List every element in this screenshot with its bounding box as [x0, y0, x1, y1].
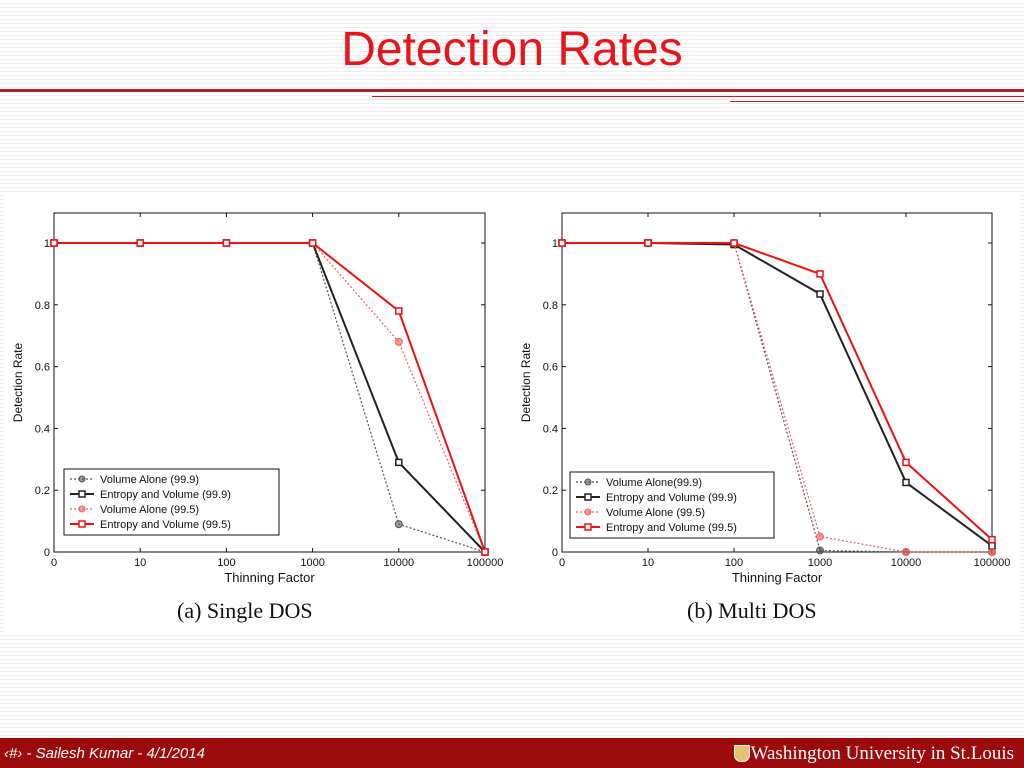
chart-b-x-tick-label: 0 [559, 557, 565, 569]
chart-b-series-point-3 [902, 458, 910, 467]
chart-b-y-tick-label: 0.4 [543, 423, 558, 435]
title-rule-thin [372, 96, 1024, 97]
chart-b-legend-marker [584, 478, 592, 486]
chart-a-legend-label: Entropy and Volume (99.5) [100, 519, 231, 531]
chart-b-legend-marker [584, 493, 592, 501]
chart-a-x-tick-label: 1000 [300, 557, 324, 569]
chart-b-series-point-1 [902, 478, 910, 487]
chart-a-y-tick-label: 0.4 [35, 423, 50, 435]
chart-a-series-point-2 [394, 337, 403, 346]
chart-b-legend-label: Volume Alone (99.5) [606, 507, 705, 519]
footer-left-text: ‹#› - Sailesh Kumar - 4/1/2014 [4, 745, 205, 762]
chart-a-y-axis-label: Detection Rate [11, 342, 25, 422]
chart-a-legend-marker [78, 490, 86, 498]
chart-a-x-tick-label: 100 [217, 557, 235, 569]
chart-b-x-tick-label: 100 [725, 557, 743, 569]
chart-a-legend-marker [78, 505, 86, 513]
chart-b-series-line-3 [562, 242, 993, 541]
footer-university-name: Washington University in St.Louis [750, 743, 1014, 764]
chart-b-series-point-3 [558, 239, 566, 247]
chart-b-series-point-1 [988, 542, 996, 550]
charts-svg: 0 10 100 1000 10000 10000000.20.40.60.81Thinn… [11, 212, 1011, 585]
chart-b-series-line-2 [562, 242, 992, 553]
chart-b-series-point-2 [988, 548, 996, 556]
chart-a-y-tick-label: 0 [44, 547, 50, 559]
chart-b-legend-label: Entropy and Volume (99.5) [606, 522, 737, 534]
chart-a-caption: (a) Single DOS [177, 598, 313, 623]
chart-a-legend-label: Volume Alone (99.5) [100, 504, 199, 516]
university-shield-icon [734, 745, 750, 762]
chart-a-legend-label: Entropy and Volume (99.9) [100, 489, 231, 501]
chart-a-series-point-3 [222, 239, 231, 247]
chart-a-series-point-3 [136, 239, 144, 247]
chart-a-series-point-0 [394, 520, 403, 529]
chart-b-x-tick-label: 10000 [891, 557, 922, 569]
chart-b-y-axis-label: Detection Rate [519, 342, 533, 422]
chart-a-series-point-3 [481, 548, 489, 556]
chart-b-legend-label: Entropy and Volume (99.9) [606, 492, 737, 504]
chart-b-legend-box [569, 471, 775, 539]
chart-b-series-point-3 [816, 270, 824, 278]
chart-a-legend-box [63, 468, 280, 536]
chart-a-legend-marker [78, 475, 86, 483]
chart-a-x-tick-label: 100000 [467, 557, 504, 569]
chart-b-x-tick-label: 100000 [974, 557, 1011, 569]
title-rule-short [730, 101, 1024, 102]
chart-b-x-axis-label: Thinning Factor [732, 570, 823, 585]
chart-a-series-point-3 [395, 307, 403, 315]
chart-a-series-point-3 [308, 239, 317, 247]
figure-panel: 0 10 100 1000 10000 100000 0 0.2 0.4 0.6 0.8 1 Thinn… [4, 192, 1020, 634]
chart-b-legend-label: Volume Alone(99.9) [606, 477, 702, 489]
chart-b-series-point-3 [730, 239, 738, 247]
chart-b-y-tick-label: 0.8 [543, 300, 558, 312]
chart-b-x-tick-label: 1000 [808, 557, 832, 569]
footer-bar: ‹#› - Sailesh Kumar - 4/1/2014 Washingto… [0, 738, 1024, 768]
chart-b-y-tick-label: 0 [552, 547, 558, 559]
chart-a-y-tick-label: 1 [44, 238, 50, 250]
chart-a-y-tick-label: 0.6 [35, 362, 50, 374]
chart-a-y-tick-label: 0.8 [35, 300, 50, 312]
chart-b-series-point-2 [902, 548, 910, 556]
slide-title: Detection Rates [341, 23, 683, 76]
chart-b-legend-marker [584, 508, 592, 516]
chart-a-series-point-3 [50, 239, 58, 247]
chart-a-legend-marker [78, 520, 86, 528]
chart-b-y-tick-label: 0.6 [543, 362, 558, 374]
chart-b-series-point-0 [816, 546, 824, 555]
chart-a-series-line-3 [54, 242, 486, 553]
chart-a-y-tick-label: 0.2 [35, 485, 50, 497]
chart-b-series-point-1 [816, 290, 824, 298]
chart-b-caption: (b) Multi DOS [687, 598, 817, 623]
chart-a-x-tick-label: 10000 [384, 557, 415, 569]
chart-b-y-tick-label: 0.2 [543, 485, 558, 497]
title-rule-thick [0, 89, 1024, 92]
chart-b-legend-marker [584, 523, 592, 531]
chart-b-series-point-3 [644, 239, 652, 247]
chart-b-x-tick-label: 10 [642, 557, 654, 569]
chart-a-x-axis-label: Thinning Factor [224, 570, 315, 585]
chart-a-legend-label: Volume Alone (99.9) [100, 474, 199, 486]
chart-b-series-point-2 [816, 532, 824, 541]
chart-a-x-tick-label: 10 [134, 557, 146, 569]
chart-b-series-point-3 [988, 535, 996, 544]
chart-a-series-point-1 [395, 458, 403, 467]
chart-b-y-tick-label: 1 [552, 238, 558, 250]
chart-a-x-tick-label: 0 [51, 557, 57, 569]
